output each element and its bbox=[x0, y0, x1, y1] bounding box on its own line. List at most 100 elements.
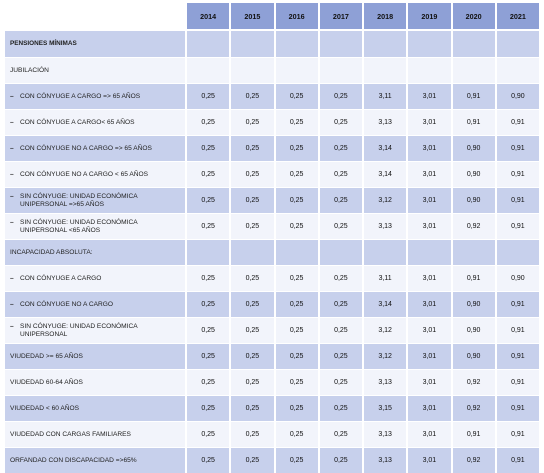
value-cell: 0,25 bbox=[231, 213, 274, 239]
row-label-cell: VIUDEDAD 60-64 AÑOS bbox=[5, 369, 185, 395]
value-cell: 0,92 bbox=[452, 447, 495, 473]
table-row: – CON CÓNYUGE NO A CARGO < 65 AÑOS 0,25 0,2… bbox=[5, 161, 539, 187]
value-cell: 0,25 bbox=[275, 187, 318, 213]
value-cell bbox=[231, 57, 274, 83]
value-cell: 0,90 bbox=[452, 187, 495, 213]
value-cell: 3,01 bbox=[408, 161, 451, 187]
value-cell: 0,25 bbox=[319, 161, 362, 187]
value-cell: 0,25 bbox=[231, 291, 274, 317]
year-header: 2017 bbox=[319, 3, 362, 31]
value-cell: 3,01 bbox=[408, 395, 451, 421]
header-corner-cell bbox=[5, 3, 185, 31]
value-cell: 0,25 bbox=[187, 395, 230, 421]
value-cell bbox=[496, 239, 539, 265]
row-label: SIN CÓNYUGE: UNIDAD ECONÓMICA UNIPERSONA… bbox=[20, 322, 138, 338]
value-cell: 3,01 bbox=[408, 83, 451, 109]
value-cell: 3,01 bbox=[408, 135, 451, 161]
value-cell: 3,01 bbox=[408, 265, 451, 291]
value-cell: 0,25 bbox=[275, 109, 318, 135]
value-cell: 0,25 bbox=[319, 291, 362, 317]
row-label-cell: – SIN CÓNYUGE: UNIDAD ECONÓMICA UNIPERSON… bbox=[5, 187, 185, 213]
value-cell: 0,25 bbox=[231, 187, 274, 213]
value-cell: 0,25 bbox=[231, 135, 274, 161]
value-cell: 0,25 bbox=[231, 369, 274, 395]
value-cell: 0,25 bbox=[187, 161, 230, 187]
value-cell: 0,25 bbox=[275, 447, 318, 473]
row-label: CON CÓNYUGE NO A CARGO bbox=[20, 300, 114, 308]
value-cell bbox=[452, 57, 495, 83]
row-label-cell: – CON CÓNYUGE A CARGO< 65 AÑOS bbox=[5, 109, 185, 135]
value-cell: 0,25 bbox=[275, 265, 318, 291]
value-cell: 0,90 bbox=[452, 161, 495, 187]
row-label: SIN CÓNYUGE: UNIDAD ECONÓMICA UNIPERSONA… bbox=[20, 192, 138, 208]
table-group-row: INCAPACIDAD ABSOLUTA: bbox=[5, 239, 539, 265]
value-cell: 3,01 bbox=[408, 369, 451, 395]
value-cell: 0,25 bbox=[319, 395, 362, 421]
value-cell bbox=[408, 31, 451, 57]
value-cell bbox=[319, 31, 362, 57]
row-label: VIUDEDAD CON CARGAS FAMILIARES bbox=[10, 430, 131, 438]
value-cell: 0,91 bbox=[496, 421, 539, 447]
year-header: 2014 bbox=[187, 3, 230, 31]
year-header: 2018 bbox=[364, 3, 407, 31]
year-header: 2015 bbox=[231, 3, 274, 31]
value-cell bbox=[364, 57, 407, 83]
value-cell: 0,25 bbox=[187, 213, 230, 239]
row-label: CON CÓNYUGE A CARGO bbox=[20, 274, 102, 282]
row-label-cell: – CON CÓNYUGE NO A CARGO => 65 AÑOS bbox=[5, 135, 185, 161]
value-cell: 0,90 bbox=[452, 343, 495, 369]
value-cell: 0,91 bbox=[496, 109, 539, 135]
value-cell: 0,25 bbox=[319, 343, 362, 369]
value-cell: 3,13 bbox=[364, 109, 407, 135]
row-label: CON CÓNYUGE A CARGO => 65 AÑOS bbox=[20, 92, 141, 100]
row-label: INCAPACIDAD ABSOLUTA: bbox=[10, 248, 93, 256]
table-row: – SIN CÓNYUGE: UNIDAD ECONÓMICA UNIPERSON… bbox=[5, 317, 539, 343]
year-header: 2021 bbox=[496, 3, 539, 31]
value-cell: 3,13 bbox=[364, 421, 407, 447]
value-cell bbox=[364, 31, 407, 57]
value-cell: 3,12 bbox=[364, 317, 407, 343]
value-cell: 3,13 bbox=[364, 447, 407, 473]
table-row: ORFANDAD CON DISCAPACIDAD =>65% 0,25 0,25 0… bbox=[5, 447, 539, 473]
value-cell: 0,91 bbox=[496, 135, 539, 161]
value-cell: 0,91 bbox=[496, 291, 539, 317]
value-cell: 0,25 bbox=[187, 447, 230, 473]
value-cell: 0,25 bbox=[319, 83, 362, 109]
value-cell: 3,14 bbox=[364, 161, 407, 187]
row-label: VIUDEDAD < 60 AÑOS bbox=[10, 404, 80, 412]
table-row: – CON CÓNYUGE A CARGO 0,25 0,25 0,25 0,25 3,11… bbox=[5, 265, 539, 291]
table-row: VIUDEDAD >= 65 AÑOS 0,25 0,25 0,25 0,25 3,12 3… bbox=[5, 343, 539, 369]
value-cell: 0,25 bbox=[187, 109, 230, 135]
row-label-cell: – CON CÓNYUGE NO A CARGO < 65 AÑOS bbox=[5, 161, 185, 187]
value-cell: 0,25 bbox=[319, 213, 362, 239]
value-cell: 3,01 bbox=[408, 343, 451, 369]
bullet-dash-icon: – bbox=[10, 170, 14, 178]
value-cell: 0,25 bbox=[187, 317, 230, 343]
value-cell: 0,25 bbox=[231, 395, 274, 421]
value-cell bbox=[275, 239, 318, 265]
value-cell bbox=[319, 57, 362, 83]
value-cell: 0,25 bbox=[319, 265, 362, 291]
value-cell: 0,25 bbox=[187, 187, 230, 213]
table-row: – CON CÓNYUGE A CARGO => 65 AÑOS 0,25 0,25 0… bbox=[5, 83, 539, 109]
value-cell: 0,25 bbox=[275, 317, 318, 343]
table-row: – SIN CÓNYUGE: UNIDAD ECONÓMICA UNIPERSON… bbox=[5, 187, 539, 213]
value-cell: 0,91 bbox=[452, 83, 495, 109]
row-label: PENSIONES MÍNIMAS bbox=[10, 40, 77, 47]
value-cell: 3,12 bbox=[364, 187, 407, 213]
value-cell: 0,25 bbox=[275, 291, 318, 317]
bullet-dash-icon: – bbox=[10, 118, 14, 126]
value-cell: 0,25 bbox=[319, 317, 362, 343]
table-row: VIUDEDAD 60-64 AÑOS 0,25 0,25 0,25 0,25 3,13 3… bbox=[5, 369, 539, 395]
value-cell: 0,25 bbox=[319, 447, 362, 473]
bullet-dash-icon: – bbox=[10, 192, 14, 200]
row-label: ORFANDAD CON DISCAPACIDAD =>65% bbox=[10, 456, 137, 464]
value-cell bbox=[187, 57, 230, 83]
row-label: SIN CÓNYUGE: UNIDAD ECONÓMICA UNIPERSONA… bbox=[20, 218, 138, 234]
value-cell: 0,91 bbox=[452, 265, 495, 291]
value-cell: 0,25 bbox=[187, 265, 230, 291]
pension-table-container: 2014 2015 2016 2017 2018 2019 2020 2021 … bbox=[3, 3, 541, 473]
value-cell: 0,25 bbox=[231, 161, 274, 187]
value-cell bbox=[496, 57, 539, 83]
value-cell: 0,91 bbox=[496, 187, 539, 213]
